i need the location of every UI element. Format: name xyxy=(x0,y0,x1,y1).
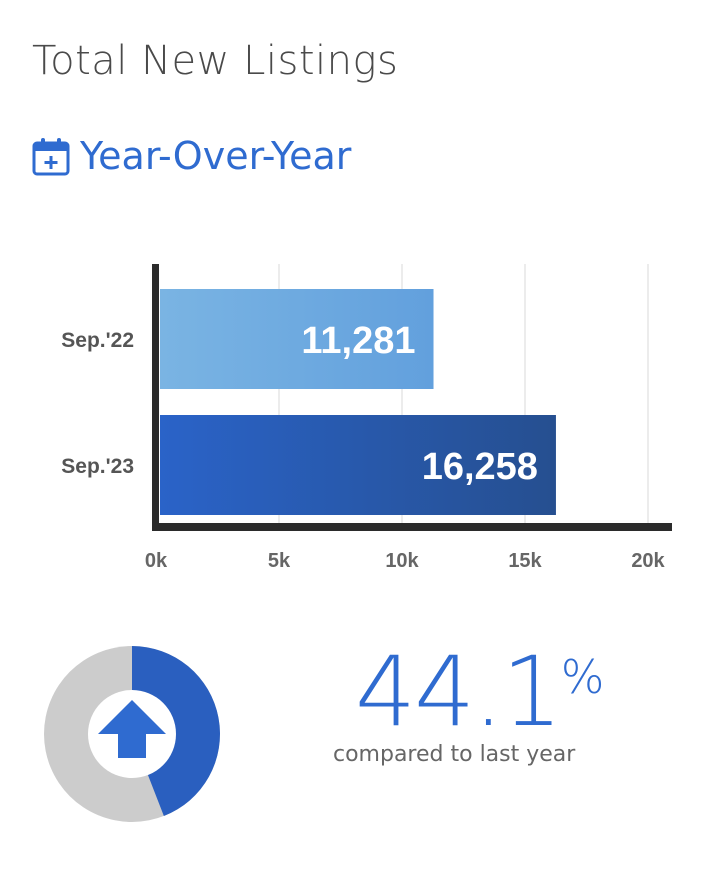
subtitle-row: Year-Over-Year xyxy=(32,134,351,178)
donut-fill xyxy=(132,646,220,817)
y-axis-line xyxy=(152,264,159,531)
x-tick-label: 5k xyxy=(268,550,291,572)
bar-value-label: 11,281 xyxy=(301,320,415,362)
bar-chart: 0k 5k 10k 15k 20k 11,281 Sep.'22 16,258 Sep.'23 xyxy=(61,264,672,572)
x-tick-label: 10k xyxy=(385,550,419,572)
arrow-up-icon xyxy=(98,700,166,758)
subtitle: Year-Over-Year xyxy=(80,134,352,178)
bar xyxy=(160,289,434,389)
category-label: Sep.'23 xyxy=(61,455,134,478)
bar xyxy=(160,415,556,515)
percent-sign: % xyxy=(560,650,605,704)
percent-value: 44.1 xyxy=(355,636,563,748)
percent-change: 44.1% xyxy=(355,636,604,748)
calendar-plus-icon xyxy=(32,138,70,176)
bar-value-label: 16,258 xyxy=(422,446,538,488)
comparison-caption: compared to last year xyxy=(333,742,576,767)
category-label: Sep.'22 xyxy=(61,329,134,352)
percent-donut xyxy=(44,646,220,822)
page-title: Total New Listings xyxy=(32,38,399,84)
x-tick-label: 20k xyxy=(631,550,665,572)
x-tick-label: 0k xyxy=(145,550,168,572)
x-axis-line xyxy=(152,523,672,531)
x-tick-label: 15k xyxy=(508,550,542,572)
